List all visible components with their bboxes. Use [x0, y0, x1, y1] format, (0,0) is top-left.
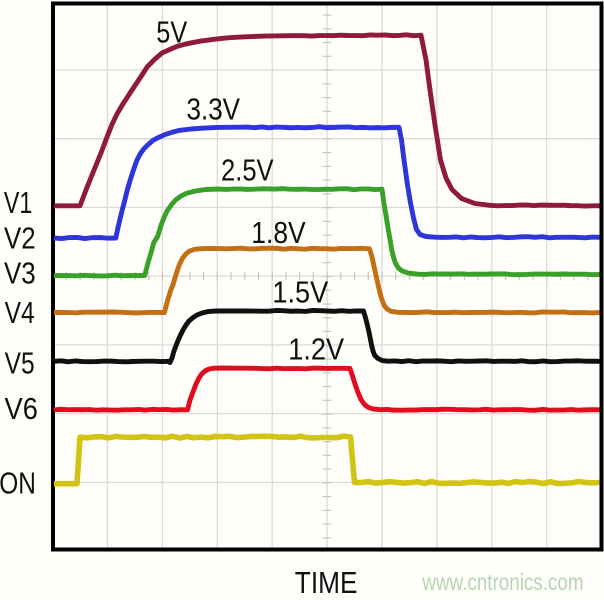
- svg-text:V6: V6: [5, 393, 38, 427]
- svg-text:V1: V1: [4, 185, 32, 220]
- svg-text:V4: V4: [5, 295, 35, 329]
- svg-text:2.5V: 2.5V: [221, 153, 274, 188]
- svg-text:1.5V: 1.5V: [272, 276, 328, 310]
- svg-text:V2: V2: [4, 221, 36, 256]
- svg-text:V3: V3: [4, 256, 36, 291]
- svg-text:1.2V: 1.2V: [288, 333, 344, 367]
- svg-text:3.3V: 3.3V: [187, 92, 241, 127]
- svg-text:1.8V: 1.8V: [251, 216, 306, 250]
- svg-text:TIME: TIME: [295, 566, 358, 600]
- svg-text:www.cntronics.com: www.cntronics.com: [421, 570, 583, 595]
- svg-text:5V: 5V: [156, 14, 187, 49]
- svg-text:ON: ON: [0, 466, 36, 500]
- svg-text:V5: V5: [5, 346, 35, 380]
